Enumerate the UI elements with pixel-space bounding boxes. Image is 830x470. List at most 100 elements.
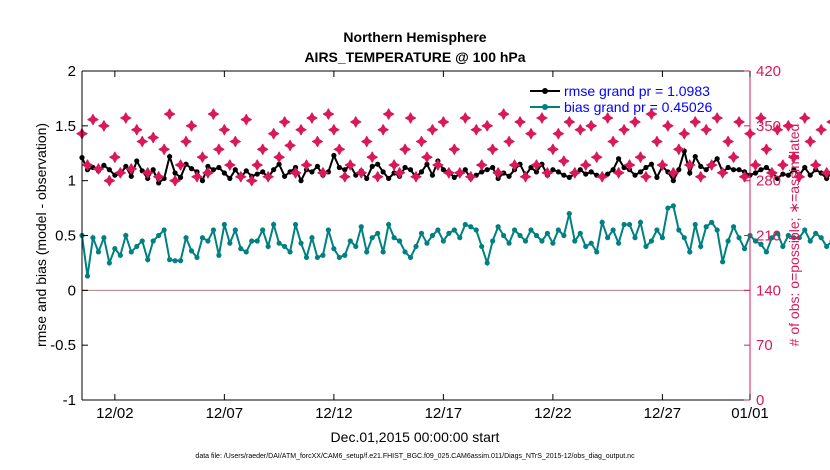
series-1-point-133 xyxy=(807,238,813,244)
series-1-point-58 xyxy=(396,238,403,244)
series-1-point-63 xyxy=(424,240,430,246)
y-axis-label-right: # of obs: o=possible; ∗=assimilated xyxy=(786,124,802,347)
series-1-point-91 xyxy=(577,230,583,236)
plot-area xyxy=(82,71,750,400)
y-tick-label-left-2: 0 xyxy=(68,282,76,299)
obs-marker-58 xyxy=(393,167,406,179)
obs-marker-84 xyxy=(536,112,548,124)
series-0-point-112 xyxy=(692,153,698,160)
series-0-point-78 xyxy=(506,173,512,179)
series-1-point-24 xyxy=(210,227,217,233)
series-0-point-20 xyxy=(188,166,195,172)
obs-marker-70 xyxy=(459,112,471,124)
series-1-point-26 xyxy=(221,221,227,228)
obs-marker-25 xyxy=(213,143,225,155)
series-1-point-28 xyxy=(232,227,238,233)
obs-marker-107 xyxy=(662,120,674,132)
series-1-point-16 xyxy=(167,257,173,263)
series-1-point-36 xyxy=(276,240,282,246)
obs-marker-96 xyxy=(602,112,614,124)
series-1-point-6 xyxy=(112,246,118,252)
series-0-point-124 xyxy=(758,167,764,173)
series-1-point-70 xyxy=(462,221,468,228)
series-0-point-64 xyxy=(429,172,436,178)
y-tick-label-right-5: 350 xyxy=(756,118,781,135)
obs-marker-126 xyxy=(766,167,778,179)
series-1-point-19 xyxy=(183,235,189,241)
series-0-point-133 xyxy=(807,172,813,178)
series-1-point-108 xyxy=(670,203,676,209)
series-1-point-117 xyxy=(720,259,726,265)
obs-marker-119 xyxy=(727,151,740,163)
obs-marker-44 xyxy=(317,167,329,179)
chart-title: Northern Hemisphere xyxy=(343,29,486,45)
series-1-point-43 xyxy=(314,254,321,261)
series-1-point-41 xyxy=(303,254,310,261)
series-1-point-87 xyxy=(555,227,561,233)
series-0-point-36 xyxy=(276,161,282,167)
series-0-point-32 xyxy=(254,171,260,177)
obs-marker-62 xyxy=(415,135,428,148)
series-0-point-66 xyxy=(440,167,446,173)
obs-marker-43 xyxy=(311,135,324,148)
series-0-point-119 xyxy=(730,167,737,173)
series-0-point-60 xyxy=(407,167,414,173)
y-tick-label-left-1: -0.5 xyxy=(50,337,76,354)
series-1-point-125 xyxy=(763,249,770,255)
series-1-point-99 xyxy=(621,221,627,228)
series-1-point-100 xyxy=(626,221,633,228)
series-1-point-90 xyxy=(572,238,578,244)
obs-marker-131 xyxy=(793,171,805,183)
series-1-point-116 xyxy=(714,227,720,233)
obs-marker-11 xyxy=(136,135,148,148)
series-1-point-64 xyxy=(429,232,436,239)
obs-marker-51 xyxy=(355,167,367,179)
obs-marker-14 xyxy=(153,171,165,183)
obs-marker-41 xyxy=(300,159,313,171)
series-0-point-116 xyxy=(714,156,720,162)
obs-marker-2 xyxy=(87,113,99,126)
series-0-point-5 xyxy=(106,167,112,173)
obs-marker-137 xyxy=(826,119,830,125)
obs-marker-15 xyxy=(158,143,170,155)
series-1-point-83 xyxy=(533,232,540,239)
series-0-point-130 xyxy=(791,167,797,173)
obs-marker-76 xyxy=(492,167,504,179)
series-1-point-8 xyxy=(123,232,129,239)
series-1-point-25 xyxy=(216,252,222,258)
series-1-point-75 xyxy=(490,238,496,244)
series-1-point-119 xyxy=(730,224,737,230)
series-1-point-35 xyxy=(271,221,277,228)
obs-marker-53 xyxy=(366,151,378,163)
obs-marker-127 xyxy=(771,124,783,136)
series-0-point-46 xyxy=(331,152,337,159)
series-0-point-9 xyxy=(128,173,134,179)
obs-marker-71 xyxy=(465,171,477,183)
series-1-point-22 xyxy=(199,235,206,241)
series-1-point-89 xyxy=(566,210,572,217)
series-0-point-91 xyxy=(577,167,583,173)
series-0-point-88 xyxy=(561,172,567,178)
series-1-point-95 xyxy=(599,219,605,225)
obs-marker-128 xyxy=(777,159,789,171)
series-0-point-108 xyxy=(670,178,676,184)
series-1-point-68 xyxy=(451,227,457,233)
series-1-point-104 xyxy=(648,238,655,244)
obs-marker-61 xyxy=(410,171,422,183)
series-1-point-31 xyxy=(249,238,255,244)
obs-marker-124 xyxy=(755,112,767,124)
series-1-point-136 xyxy=(824,243,830,250)
obs-marker-69 xyxy=(454,167,466,179)
legend-marker-0 xyxy=(542,88,548,94)
series-1-point-14 xyxy=(156,232,162,239)
obs-marker-24 xyxy=(207,108,220,120)
series-1-point-96 xyxy=(605,235,611,241)
series-1-point-38 xyxy=(287,249,293,255)
x-tick-label-4: 12/22 xyxy=(534,405,572,422)
series-1-point-50 xyxy=(353,243,359,250)
series-0-point-43 xyxy=(314,163,321,170)
obs-marker-22 xyxy=(196,151,209,163)
series-1-point-131 xyxy=(796,235,802,241)
obs-marker-23 xyxy=(202,167,214,179)
